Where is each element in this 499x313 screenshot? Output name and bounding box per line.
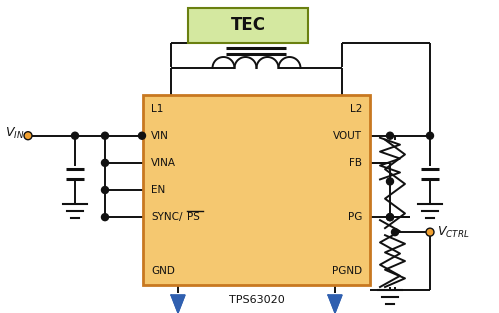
Circle shape [426, 228, 434, 236]
Text: L2: L2 [350, 104, 362, 114]
Text: L1: L1 [151, 104, 163, 114]
Text: FB: FB [349, 158, 362, 168]
Text: VOUT: VOUT [333, 131, 362, 141]
Text: EN: EN [151, 185, 165, 195]
Text: VIN: VIN [151, 131, 169, 141]
Circle shape [392, 228, 399, 236]
Circle shape [427, 132, 434, 139]
Text: TEC: TEC [231, 17, 265, 34]
Circle shape [387, 178, 394, 185]
Text: GND: GND [151, 266, 175, 276]
Text: VINA: VINA [151, 158, 176, 168]
Circle shape [71, 132, 78, 139]
Circle shape [387, 132, 394, 139]
Text: SYNC/: SYNC/ [151, 212, 183, 222]
Text: $V_{CTRL}$: $V_{CTRL}$ [437, 225, 470, 240]
Circle shape [101, 159, 108, 166]
FancyBboxPatch shape [143, 95, 370, 285]
Circle shape [24, 132, 32, 140]
Polygon shape [171, 295, 185, 313]
Circle shape [387, 214, 394, 221]
Text: PG: PG [348, 212, 362, 222]
Text: $V_{IN}$: $V_{IN}$ [5, 126, 24, 141]
Text: PGND: PGND [332, 266, 362, 276]
Polygon shape [328, 295, 342, 313]
Circle shape [139, 132, 146, 139]
Text: PS: PS [187, 212, 200, 222]
FancyBboxPatch shape [188, 8, 308, 43]
Circle shape [101, 187, 108, 193]
Circle shape [387, 214, 394, 221]
Circle shape [101, 214, 108, 221]
Text: TPS63020: TPS63020 [229, 295, 284, 305]
Circle shape [101, 132, 108, 139]
